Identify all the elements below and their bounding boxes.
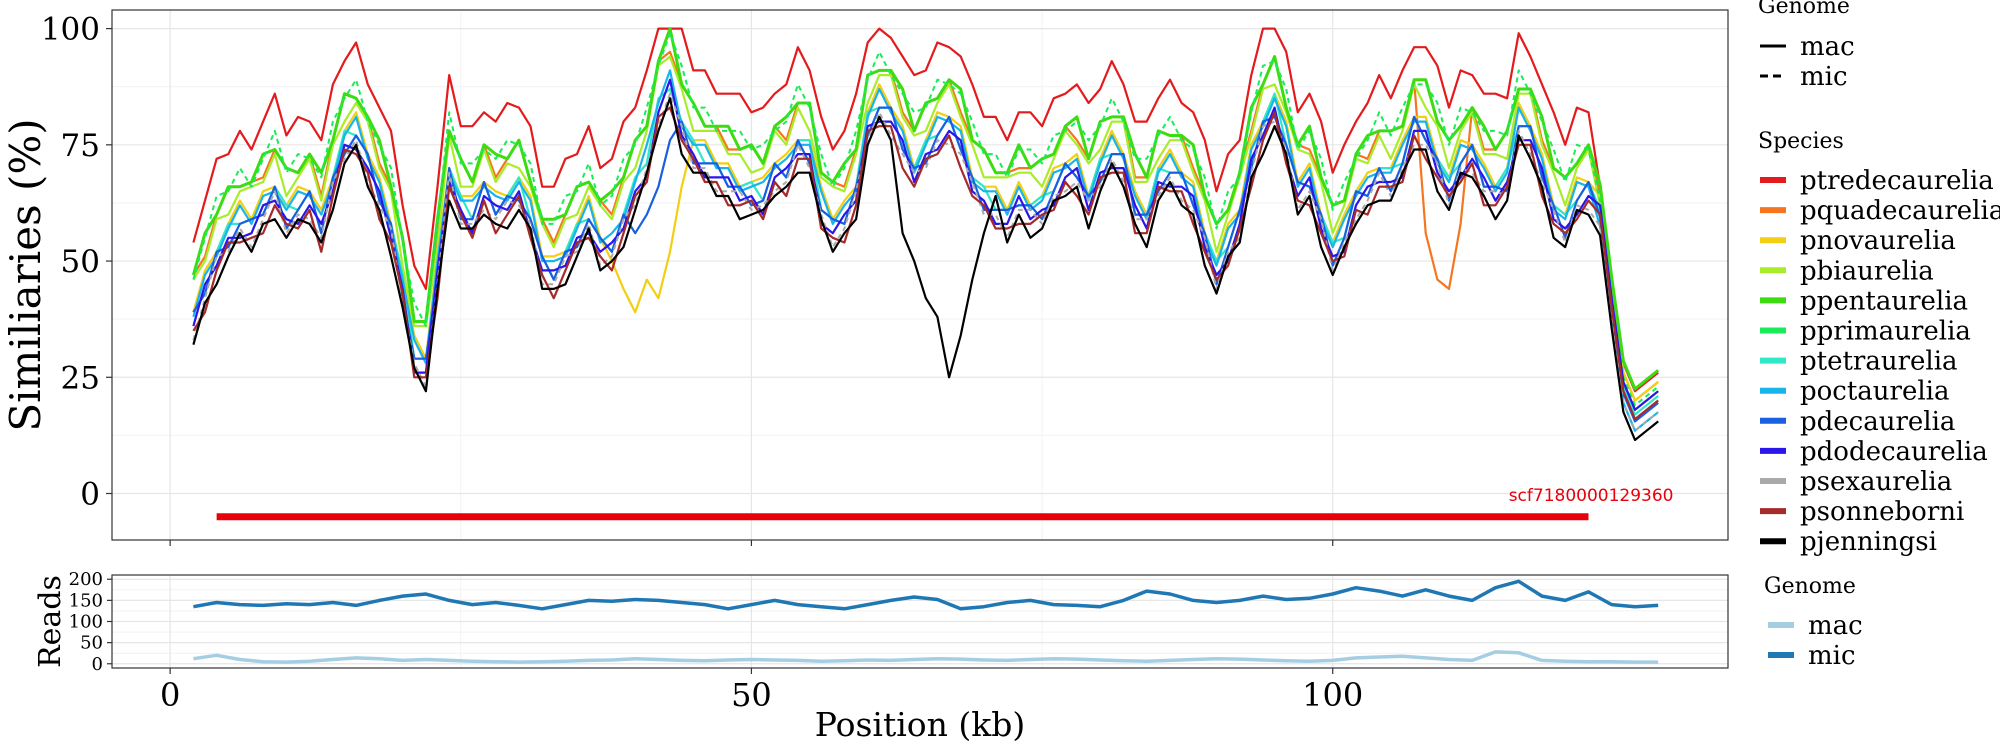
similarity-lines (191, 27, 1660, 442)
species-legend-label: pnovaurelia (1800, 226, 1956, 256)
species-legend-label: psonneborni (1800, 497, 1964, 527)
genome-legend-label: mic (1800, 62, 1848, 92)
reads-legend-label: mac (1808, 611, 1863, 641)
genome-legend-title: Genome (1758, 0, 1850, 19)
species-legend-label: ptredecaurelia (1800, 166, 1994, 196)
x-axis-title: Position (kb) (815, 705, 1026, 744)
species-legend-label: pjenningsi (1800, 527, 1937, 557)
species-legend-label: ppentaurelia (1800, 286, 1968, 316)
similarity-background (112, 10, 1728, 540)
y-tick-label: 50 (61, 244, 100, 280)
species-legend-label: ptetraurelia (1800, 347, 1958, 377)
species-legend-label: poctaurelia (1800, 377, 1950, 407)
genome-legend-label: mac (1800, 32, 1855, 62)
series-line-pdodecaurelia (192, 78, 1659, 411)
x-tick-label: 100 (1302, 676, 1363, 714)
x-tick-label: 0 (160, 676, 180, 714)
series-line-poctaurelia (192, 69, 1659, 432)
species-legend-label: pdecaurelia (1800, 407, 1955, 437)
similarity-panel: scf7180000129360 0 25 50 75 100 Similiaries (%… (1, 9, 1729, 546)
scaffold-label: scf7180000129360 (1509, 486, 1674, 506)
species-legend-label: pquadecaurelia (1800, 196, 2000, 226)
species-legend: Species ptredecaureliapquadecaureliapnova… (1758, 129, 2000, 557)
y-tick-label: 0 (80, 477, 100, 513)
reads-y-tick-label: 100 (69, 612, 103, 633)
reads-y-tick-label: 0 (92, 654, 103, 675)
y-tick-label: 25 (61, 360, 100, 396)
y-tick-label: 100 (41, 12, 100, 48)
similarity-panel-border (111, 9, 1729, 541)
reads-y-tick-label: 50 (80, 633, 103, 654)
species-legend-label: pbiaurelia (1800, 256, 1934, 286)
reads-line-mac (193, 650, 1659, 664)
reads-line-mic (193, 579, 1659, 611)
species-legend-title: Species (1758, 129, 1844, 154)
species-legend-label: pprimaurelia (1800, 317, 1971, 347)
reads-y-tick-label: 150 (69, 590, 103, 611)
species-legend-label: pdodecaurelia (1800, 437, 1988, 467)
y-axis-title: Similiaries (%) (1, 118, 50, 431)
series-line-ptredecaurelia (192, 27, 1659, 393)
species-legend-label: psexaurelia (1800, 467, 1952, 497)
reads-y-axis-title: Reads (33, 575, 68, 668)
reads-legend-label: mic (1808, 641, 1856, 671)
x-tick-label: 50 (731, 676, 772, 714)
y-tick-label: 75 (61, 128, 100, 164)
series-line-pjenningsi (192, 97, 1659, 442)
reads-legend-title: Genome (1764, 574, 1856, 599)
reads-y-tick-label: 200 (69, 569, 103, 590)
